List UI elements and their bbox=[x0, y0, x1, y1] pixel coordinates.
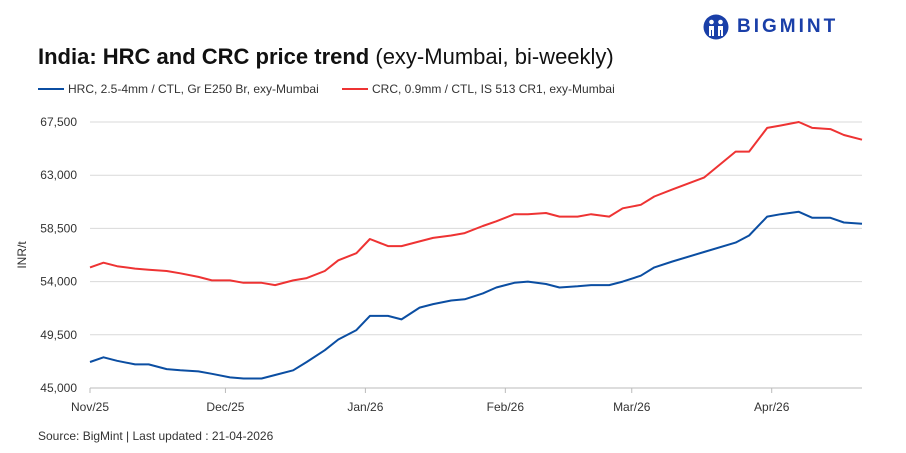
legend-swatch-crc bbox=[342, 88, 368, 90]
y-tick-label: 63,000 bbox=[40, 168, 77, 182]
x-tick-label: Feb/26 bbox=[487, 400, 525, 414]
legend-label-hrc: HRC, 2.5-4mm / CTL, Gr E250 Br, exy-Mumb… bbox=[68, 82, 319, 96]
x-tick-label: Mar/26 bbox=[613, 400, 651, 414]
x-tick-label: Jan/26 bbox=[347, 400, 383, 414]
hrc-series-line bbox=[89, 210, 863, 380]
legend-item-hrc: HRC, 2.5-4mm / CTL, Gr E250 Br, exy-Mumb… bbox=[38, 82, 319, 96]
y-tick-label: 58,500 bbox=[40, 221, 77, 235]
y-tick-label: 49,500 bbox=[40, 328, 77, 342]
chart-title-sub: (exy-Mumbai, bi-weekly) bbox=[375, 44, 614, 69]
legend-label-crc: CRC, 0.9mm / CTL, IS 513 CR1, exy-Mumbai bbox=[372, 82, 615, 96]
legend-swatch-hrc bbox=[38, 88, 64, 90]
y-tick-label: 45,000 bbox=[40, 381, 77, 395]
y-tick-label: 54,000 bbox=[40, 275, 77, 289]
bigmint-logo-text: BIGMINT bbox=[737, 16, 839, 37]
y-tick-label: 67,500 bbox=[40, 115, 77, 129]
chart-title: India: HRC and CRC price trend (exy-Mumb… bbox=[38, 44, 614, 70]
chart-title-main: India: HRC and CRC price trend bbox=[38, 44, 370, 69]
bigmint-logo: BIGMINT bbox=[703, 14, 838, 40]
x-tick-label: Apr/26 bbox=[754, 400, 790, 414]
source-note: Source: BigMint | Last updated : 21-04-2… bbox=[38, 429, 274, 443]
x-tick-label: Nov/25 bbox=[71, 400, 109, 414]
crc-series-line bbox=[89, 121, 863, 287]
bigmint-logo-icon bbox=[703, 14, 729, 40]
legend-item-crc: CRC, 0.9mm / CTL, IS 513 CR1, exy-Mumbai bbox=[342, 82, 615, 96]
y-axis-label: INR/t bbox=[15, 241, 29, 269]
x-tick-label: Dec/25 bbox=[206, 400, 244, 414]
